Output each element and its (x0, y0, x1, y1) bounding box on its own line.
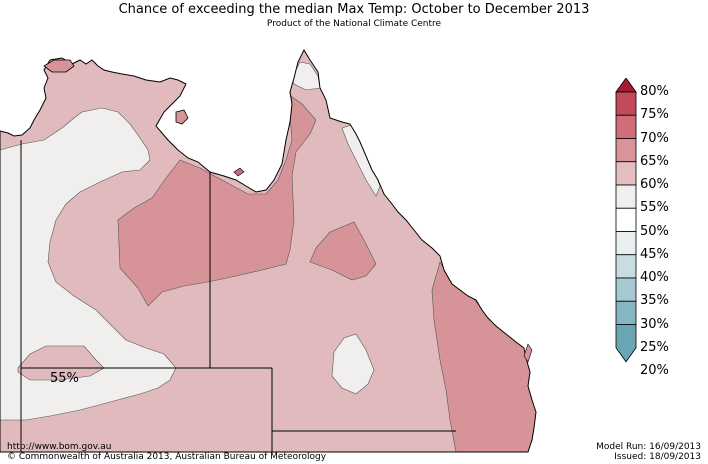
legend-swatch (615, 91, 637, 116)
footer-copyright: © Commonwealth of Australia 2013, Austra… (7, 452, 327, 462)
band-65-70-east-coast (431, 261, 536, 452)
legend-label: 25% (640, 339, 669, 355)
band-55-60-gulf-interior (0, 107, 177, 421)
legend-label: 75% (640, 107, 669, 123)
legend-swatch (615, 277, 637, 302)
legend-swatch (615, 254, 637, 279)
probability-bands (0, 61, 536, 452)
band-65-70-gulf (117, 93, 317, 307)
legend-label: 60% (640, 177, 669, 192)
legend-swatch (615, 184, 637, 209)
legend-label: 50% (640, 223, 669, 239)
map-title: Chance of exceeding the median Max Temp:… (118, 2, 590, 17)
legend-swatch (615, 324, 637, 363)
legend-color-bar (615, 77, 637, 363)
legend-label: 80% (640, 84, 669, 99)
legend-swatch (615, 207, 637, 232)
legend-swatch (615, 114, 637, 139)
band-55-60-central-qld (331, 333, 375, 395)
map-land (0, 49, 537, 453)
legend-swatch (615, 77, 637, 93)
legend-label: 55% (640, 200, 669, 216)
legend-label: 35% (640, 293, 669, 309)
legend: 80% 75% 70% 65% 60% 55% 50% 45% 40% 35% 30% 25% 20% (614, 77, 708, 388)
legend-swatch (615, 161, 637, 186)
legend-label: 40% (640, 270, 669, 285)
footer-url[interactable]: http://www.bom.gov.au (7, 442, 112, 452)
groote-eylandt (175, 109, 189, 125)
wellesley-islands (233, 167, 245, 177)
legend-swatch (615, 138, 637, 163)
legend-label: 20% (640, 363, 669, 378)
fraser-island (523, 343, 533, 363)
legend-label: 30% (640, 316, 669, 332)
map-subtitle: Product of the National Climate Centre (266, 19, 442, 29)
legend-label: 65% (640, 153, 669, 169)
legend-swatch (615, 300, 637, 325)
legend-label: 45% (640, 246, 669, 262)
legend-swatch (615, 231, 637, 256)
band-65-70-inland-qld (309, 221, 377, 281)
footer-issued: Issued: 18/09/2013 (614, 452, 701, 462)
map-region-label: 55% (50, 371, 79, 386)
tiwi-islands (43, 59, 75, 73)
state-borders (20, 140, 456, 452)
legend-label: 70% (640, 130, 669, 146)
footer-model-run: Model Run: 16/09/2013 (596, 442, 701, 452)
